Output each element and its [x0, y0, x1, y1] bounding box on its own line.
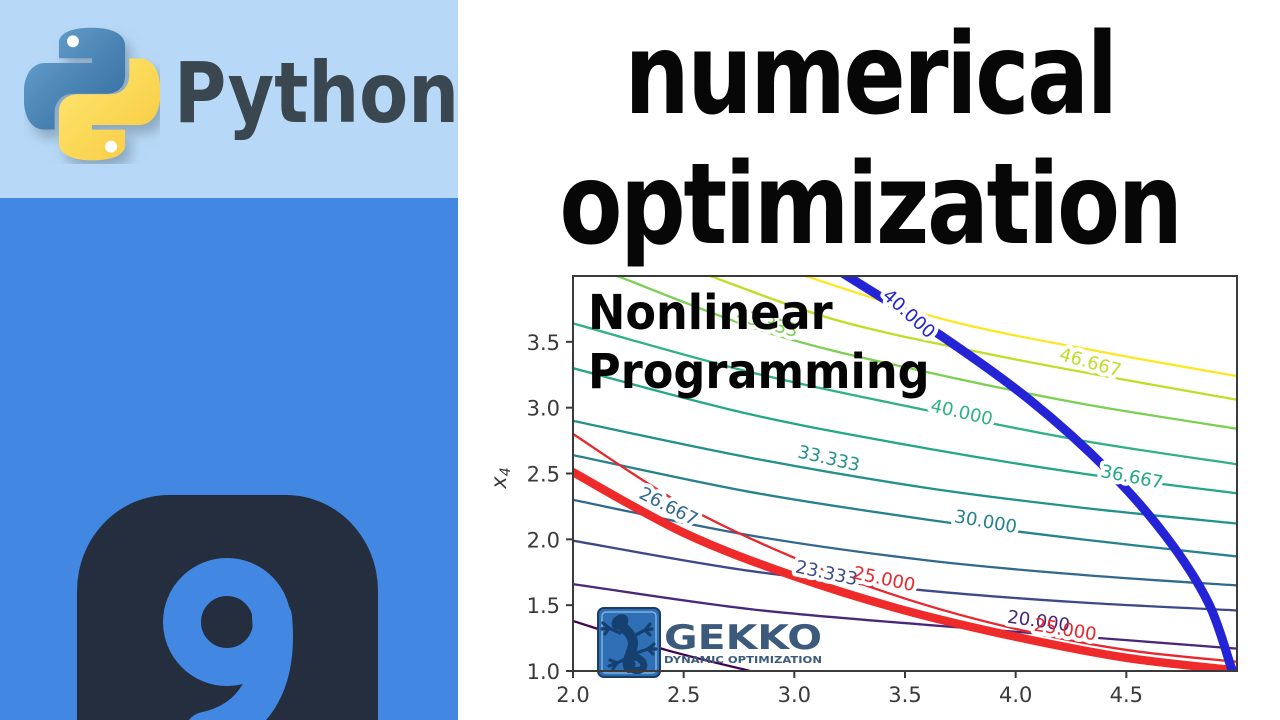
contour-line-16.667	[573, 619, 751, 671]
x-tick-label: 3.0	[778, 683, 811, 707]
python-snake-blue	[24, 27, 126, 130]
gekko-brand-text: GEKKO	[664, 618, 822, 658]
episode-badge: 9	[77, 495, 378, 720]
x-tick-label: 3.5	[888, 683, 921, 707]
x-tick-label: 2.0	[556, 683, 589, 707]
gekko-watermark: GEKKO DYNAMIC OPTIMIZATION	[597, 607, 822, 678]
contour-line-40.000	[573, 322, 1237, 466]
contour-line-26.667	[573, 498, 1237, 587]
y-tick-label: 1.0	[527, 660, 560, 684]
chart-heading-line-1: Nonlinear	[588, 285, 833, 341]
python-wordmark: Python	[174, 44, 460, 142]
gekko-subtitle-text: DYNAMIC OPTIMIZATION	[664, 655, 822, 666]
title-line-1: numerical	[624, 10, 1118, 140]
x-tick-label: 2.5	[667, 683, 700, 707]
contour-lines-layer	[573, 276, 1237, 671]
python-logo-group	[24, 27, 160, 161]
left-bottom-panel: 9	[0, 198, 458, 720]
digit-9-glyph: 9	[163, 558, 293, 720]
y-tick-label: 3.0	[527, 397, 560, 421]
gecko-leg-rear-left	[607, 655, 631, 671]
python-eye-bottom	[105, 140, 118, 153]
x-tick-label: 4.0	[999, 683, 1032, 707]
video-title: numerical optimization	[460, 0, 1280, 270]
title-line-2: optimization	[559, 140, 1183, 270]
product-constraint-contour-line	[573, 432, 1237, 663]
y-axis-label: x4	[487, 467, 514, 489]
gecko-icon	[600, 614, 658, 674]
y-tick-label: 2.5	[527, 463, 560, 487]
product-constraint-thick-line	[573, 467, 1237, 671]
chart-heading: Nonlinear Programming	[588, 284, 955, 402]
chart-heading-line-2: Programming	[588, 344, 930, 400]
contour-line-36.667	[573, 367, 1237, 495]
gecko-leg-front-left	[600, 621, 622, 636]
python-logo-icon	[24, 27, 160, 161]
contour-line-33.333	[573, 419, 1237, 525]
contour-line-43.333	[616, 276, 1237, 430]
contour-line-30.000	[573, 453, 1237, 558]
y-tick-label: 1.5	[527, 594, 560, 618]
python-snake-yellow	[58, 58, 160, 161]
x-tick-label: 4.5	[1110, 683, 1143, 707]
quadratic-constraint-thick-line	[839, 276, 1236, 671]
badge-squircle	[77, 495, 378, 720]
y-tick-label: 3.5	[527, 331, 560, 355]
contour-line-20.000	[573, 582, 1237, 650]
contour-line-50.000	[805, 276, 1237, 378]
axis-ticks-layer: 2.0 2.5 3.0 3.5 4.0 4.5 1.0 1.5 2.0 2.5 3.0 3.5	[527, 331, 1143, 707]
y-tick-label: 2.0	[527, 528, 560, 552]
contour-line-46.667	[709, 276, 1237, 401]
left-top-panel: Python	[0, 0, 460, 198]
contour-line-23.333	[573, 539, 1237, 612]
python-eye-top	[66, 35, 79, 48]
gecko-leg-front-right	[632, 622, 654, 638]
gecko-leg-rear-right	[634, 642, 658, 656]
digit-9-tail	[189, 597, 293, 720]
